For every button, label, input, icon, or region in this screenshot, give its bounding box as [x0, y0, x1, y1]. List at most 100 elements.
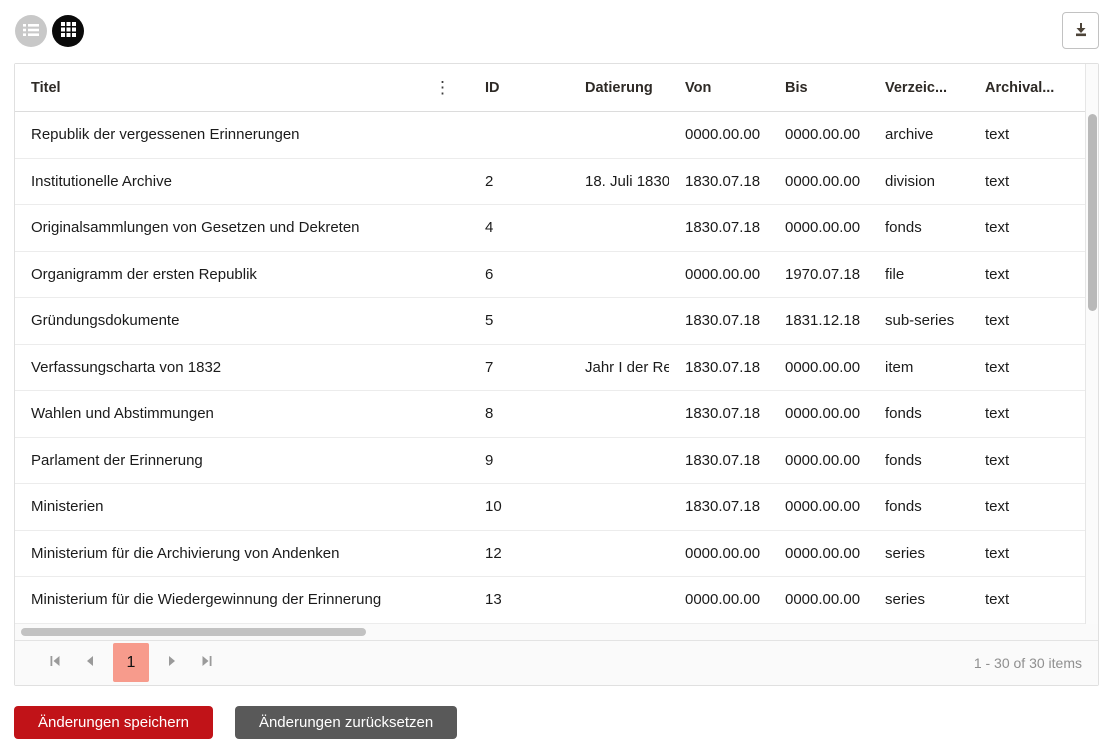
cell-bis[interactable]: 0000.00.00 — [785, 451, 861, 469]
table-row[interactable]: Originalsammlungen von Gesetzen und Dekr… — [15, 205, 1086, 252]
cell-verzeichnis[interactable]: division — [885, 172, 936, 190]
cell-verzeichnis[interactable]: fonds — [885, 219, 922, 237]
cell-titel[interactable]: Verfassungscharta von 1832 — [31, 358, 222, 376]
cell-bis[interactable]: 0000.00.00 — [785, 405, 861, 423]
cell-id[interactable]: 7 — [485, 358, 494, 376]
cell-archival[interactable]: text — [985, 126, 1010, 144]
cell-von[interactable]: 1830.07.18 — [685, 405, 761, 423]
table-row[interactable]: Organigramm der ersten Republik 6 0000.0… — [15, 251, 1086, 298]
cell-von[interactable]: 0000.00.00 — [685, 591, 761, 609]
cell-von[interactable]: 1830.07.18 — [685, 219, 761, 237]
vertical-scrollbar-thumb[interactable] — [1088, 114, 1098, 311]
save-changes-button[interactable]: Änderungen speichern — [14, 706, 213, 739]
pager-first-button[interactable] — [43, 651, 67, 675]
cell-von[interactable]: 1830.07.18 — [685, 498, 761, 516]
cell-verzeichnis[interactable]: archive — [885, 126, 934, 144]
cell-bis[interactable]: 0000.00.00 — [785, 544, 861, 562]
grid-view-button[interactable] — [52, 15, 84, 47]
cell-titel[interactable]: Republik der vergessenen Erinnerungen — [31, 126, 300, 144]
pager-prev-button[interactable] — [78, 651, 102, 675]
cell-bis[interactable]: 1970.07.18 — [785, 265, 861, 283]
table-row[interactable]: Wahlen und Abstimmungen 8 1830.07.18 000… — [15, 391, 1086, 438]
reset-changes-button[interactable]: Änderungen zurücksetzen — [234, 706, 458, 739]
cell-id[interactable]: 10 — [485, 498, 502, 516]
table-row[interactable]: Institutionelle Archive 2 18. Juli 1830 … — [15, 158, 1086, 205]
cell-titel[interactable]: Ministerium für die Wiedergewinnung der … — [31, 591, 382, 609]
cell-id[interactable]: 4 — [485, 219, 494, 237]
column-header-verzeichnis[interactable]: Verzeic... — [885, 79, 948, 96]
cell-verzeichnis[interactable]: sub-series — [885, 312, 955, 330]
cell-bis[interactable]: 0000.00.00 — [785, 172, 861, 190]
cell-von[interactable]: 1830.07.18 — [685, 172, 761, 190]
table-row[interactable]: Ministerium für die Archivierung von And… — [15, 530, 1086, 577]
table-row[interactable]: Parlament der Erinnerung 9 1830.07.18 00… — [15, 437, 1086, 484]
column-header-von[interactable]: Von — [685, 79, 712, 96]
cell-archival[interactable]: text — [985, 265, 1010, 283]
cell-titel[interactable]: Wahlen und Abstimmungen — [31, 405, 214, 423]
column-menu-icon[interactable]: ⋮ — [434, 78, 451, 97]
cell-bis[interactable]: 1831.12.18 — [785, 312, 861, 330]
download-button[interactable] — [1062, 12, 1099, 49]
cell-id[interactable]: 13 — [485, 591, 502, 609]
cell-archival[interactable]: text — [985, 358, 1010, 376]
vertical-scrollbar[interactable] — [1085, 64, 1098, 624]
cell-archival[interactable]: text — [985, 591, 1010, 609]
cell-verzeichnis[interactable]: fonds — [885, 451, 922, 469]
cell-bis[interactable]: 0000.00.00 — [785, 591, 861, 609]
cell-archival[interactable]: text — [985, 451, 1010, 469]
cell-id[interactable]: 6 — [485, 265, 494, 283]
cell-id[interactable]: 8 — [485, 405, 494, 423]
table-row[interactable]: Verfassungscharta von 1832 7 Jahr I der … — [15, 344, 1086, 391]
horizontal-scrollbar[interactable] — [15, 623, 1098, 640]
cell-bis[interactable]: 0000.00.00 — [785, 219, 861, 237]
table-row[interactable]: Ministerien 10 1830.07.18 0000.00.00 fon… — [15, 484, 1086, 531]
cell-titel[interactable]: Ministerien — [31, 498, 104, 516]
cell-id[interactable]: 2 — [485, 172, 494, 190]
cell-von[interactable]: 1830.07.18 — [685, 358, 761, 376]
cell-verzeichnis[interactable]: item — [885, 358, 914, 376]
cell-von[interactable]: 0000.00.00 — [685, 126, 761, 144]
column-header-id[interactable]: ID — [485, 79, 500, 96]
cell-id[interactable]: 5 — [485, 312, 494, 330]
cell-von[interactable]: 1830.07.18 — [685, 451, 761, 469]
cell-von[interactable]: 1830.07.18 — [685, 312, 761, 330]
cell-id[interactable]: 9 — [485, 451, 494, 469]
cell-verzeichnis[interactable]: series — [885, 544, 926, 562]
cell-bis[interactable]: 0000.00.00 — [785, 498, 861, 516]
table-row[interactable]: Gründungsdokumente 5 1830.07.18 1831.12.… — [15, 298, 1086, 345]
cell-von[interactable]: 0000.00.00 — [685, 265, 761, 283]
cell-bis[interactable]: 0000.00.00 — [785, 358, 861, 376]
cell-datierung[interactable]: 18. Juli 1830 — [585, 172, 669, 190]
cell-titel[interactable]: Organigramm der ersten Republik — [31, 265, 257, 283]
cell-von[interactable]: 0000.00.00 — [685, 544, 761, 562]
cell-titel[interactable]: Originalsammlungen von Gesetzen und Dekr… — [31, 219, 360, 237]
column-header-datierung[interactable]: Datierung — [585, 79, 653, 96]
pager-next-button[interactable] — [160, 651, 184, 675]
cell-titel[interactable]: Ministerium für die Archivierung von And… — [31, 544, 340, 562]
cell-archival[interactable]: text — [985, 219, 1010, 237]
cell-id[interactable]: 12 — [485, 544, 502, 562]
cell-titel[interactable]: Gründungsdokumente — [31, 312, 180, 330]
cell-titel[interactable]: Institutionelle Archive — [31, 172, 172, 190]
cell-titel[interactable]: Parlament der Erinnerung — [31, 451, 203, 469]
column-header-archival[interactable]: Archival... — [985, 79, 1055, 96]
cell-verzeichnis[interactable]: fonds — [885, 405, 922, 423]
pager-last-button[interactable] — [195, 651, 219, 675]
cell-archival[interactable]: text — [985, 312, 1010, 330]
pager-page-1[interactable]: 1 — [113, 643, 149, 683]
cell-verzeichnis[interactable]: fonds — [885, 498, 922, 516]
cell-verzeichnis[interactable]: series — [885, 591, 926, 609]
cell-archival[interactable]: text — [985, 498, 1010, 516]
list-view-button[interactable] — [15, 15, 47, 47]
table-row[interactable]: Ministerium für die Wiedergewinnung der … — [15, 577, 1086, 624]
column-header-titel[interactable]: Titel ⋮ — [15, 75, 469, 100]
table-row[interactable]: Republik der vergessenen Erinnerungen 00… — [15, 112, 1086, 159]
horizontal-scrollbar-thumb[interactable] — [21, 627, 366, 636]
column-header-bis[interactable]: Bis — [785, 79, 808, 96]
cell-bis[interactable]: 0000.00.00 — [785, 126, 861, 144]
cell-archival[interactable]: text — [985, 544, 1010, 562]
cell-verzeichnis[interactable]: file — [885, 265, 905, 283]
cell-archival[interactable]: text — [985, 405, 1010, 423]
cell-datierung[interactable]: Jahr I der Re — [585, 358, 669, 376]
cell-archival[interactable]: text — [985, 172, 1010, 190]
